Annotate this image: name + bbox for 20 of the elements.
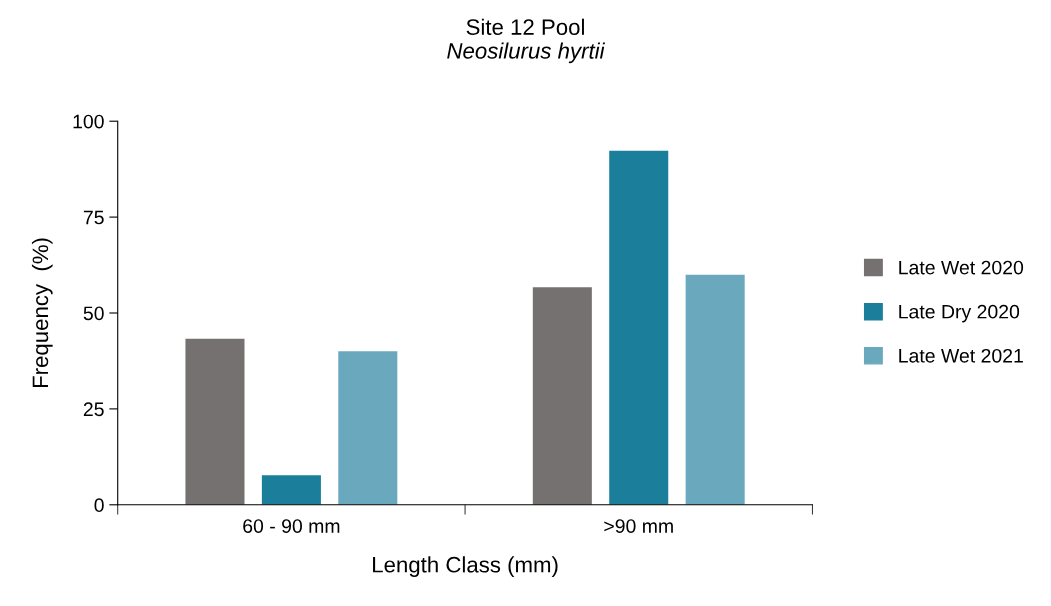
- bar: [261, 475, 321, 505]
- y-axis-title: Frequency (%): [31, 238, 53, 388]
- x-axis-title: Length Class (mm): [373, 556, 558, 577]
- bar: [338, 351, 398, 505]
- y-tick-label: 25: [83, 402, 104, 417]
- y-tick-label: 100: [73, 114, 104, 129]
- x-tick-label: 60 - 90 mm: [243, 519, 340, 533]
- legend-label: Late Wet 2020: [899, 260, 1024, 275]
- bar: [532, 287, 592, 505]
- legend-label: Late Wet 2021: [899, 348, 1023, 363]
- x-tick-label: >90 mm: [604, 519, 673, 533]
- bar: [185, 338, 245, 505]
- bar: [685, 274, 745, 505]
- y-tick-label: 75: [83, 210, 104, 225]
- y-tick-label: 0: [94, 498, 104, 513]
- chart-title: Site 12 Pool: [466, 18, 584, 35]
- legend-label: Late Dry 2020: [899, 304, 1020, 323]
- y-tick-label: 50: [83, 306, 104, 321]
- chart-subtitle: Neosilurus hyrtii: [447, 42, 606, 64]
- bar: [609, 150, 669, 505]
